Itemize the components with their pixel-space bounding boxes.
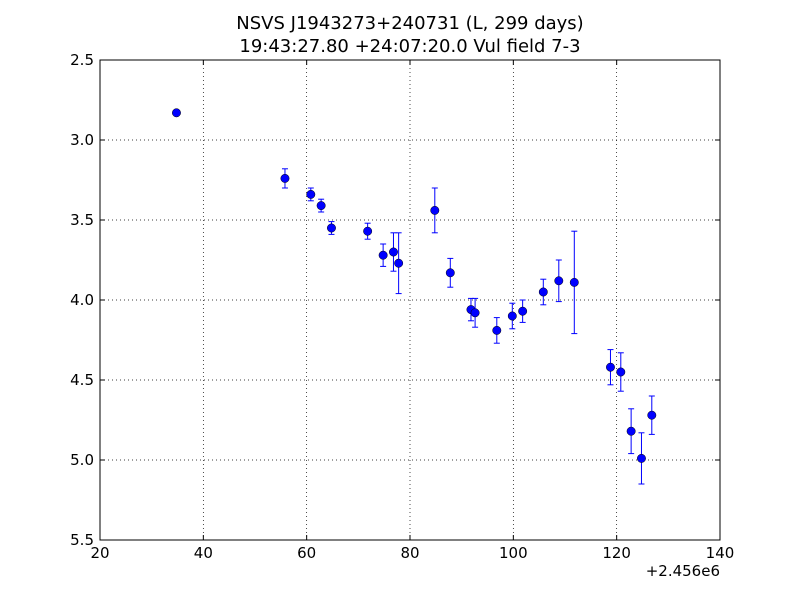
data-point — [606, 362, 615, 372]
data-point — [389, 247, 398, 257]
data-point — [647, 410, 657, 420]
x-axis-offset-label: +2.456e6 — [646, 562, 720, 580]
x-tick-label: 20 — [90, 544, 109, 562]
data-point — [280, 173, 290, 183]
data-point — [363, 226, 373, 236]
y-tick-label: 3.0 — [70, 131, 94, 149]
y-tick-label: 5.5 — [70, 531, 94, 549]
x-tick-label: 40 — [194, 544, 213, 562]
data-point — [445, 268, 455, 278]
y-tick-label: 3.5 — [70, 211, 94, 229]
data-point — [470, 308, 480, 318]
data-point — [378, 250, 388, 260]
data-point — [626, 426, 636, 436]
data-point — [327, 223, 336, 233]
data-point — [430, 205, 440, 215]
data-point — [616, 367, 626, 377]
data-point — [569, 277, 579, 287]
data-point — [492, 325, 502, 335]
data-point — [554, 276, 564, 286]
data-point — [172, 108, 181, 118]
x-tick-label: 100 — [499, 544, 528, 562]
data-point — [518, 306, 528, 316]
data-point — [316, 201, 326, 211]
data-point — [538, 287, 548, 297]
data-point — [306, 189, 316, 199]
chart-title-line2: 19:43:27.80 +24:07:20.0 Vul field 7-3 — [239, 36, 580, 57]
x-tick-label: 120 — [602, 544, 631, 562]
y-tick-label: 2.5 — [70, 51, 94, 69]
x-tick-label: 60 — [297, 544, 316, 562]
x-tick-label: 140 — [706, 544, 735, 562]
y-tick-label: 4.0 — [70, 291, 94, 309]
x-tick-label: 80 — [400, 544, 419, 562]
data-point — [637, 453, 646, 463]
y-tick-label: 5.0 — [70, 451, 94, 469]
y-tick-label: 4.5 — [70, 371, 94, 389]
data-point — [394, 258, 404, 268]
data-point — [507, 311, 517, 321]
data-points — [172, 108, 657, 485]
axis-ticks: 20 40 60 80 100 120 140 2.5 3.0 3.5 4.0 4.5 5.0 5.5 — [70, 51, 734, 562]
grid — [100, 60, 720, 540]
chart-title-line1: NSVS J1943273+240731 (L, 299 days) — [236, 13, 583, 34]
